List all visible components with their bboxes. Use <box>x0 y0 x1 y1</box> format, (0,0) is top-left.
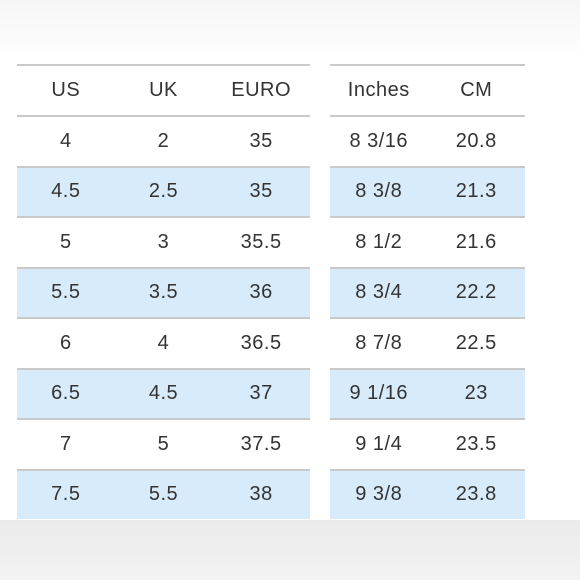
left-cell-euro: 36.5 <box>240 331 282 354</box>
size-table-us-uk-euro: US UK EURO 4 2 35 4.5 2.5 35 5 3 35.5 5.5 3.5 36 6 4 36.5… <box>17 64 310 519</box>
left-cell-euro: 37 <box>249 382 273 405</box>
table-divider <box>17 64 310 66</box>
left-cell-uk: 3 <box>157 230 170 253</box>
left-cell-euro: 36 <box>249 281 273 304</box>
table-divider <box>330 317 525 319</box>
right-cell-cm: 22.5 <box>455 331 497 354</box>
right-header-inches: Inches <box>347 79 410 101</box>
left-cell-us: 7.5 <box>51 483 81 506</box>
table-row: 5 3 35.5 <box>17 218 310 267</box>
left-cell-us: 6 <box>60 331 72 354</box>
left-cell-uk: 2 <box>157 129 170 152</box>
table-divider <box>330 64 525 66</box>
table-row: 9 3/8 23.8 <box>330 470 525 519</box>
table-divider <box>17 418 310 420</box>
right-cell-cm: 21.3 <box>455 180 497 203</box>
table-row: 6 4 36.5 <box>17 319 310 368</box>
table-divider <box>330 468 525 471</box>
left-header-uk: UK <box>149 79 178 101</box>
left-header-euro: EURO <box>231 79 292 101</box>
left-cell-us: 5 <box>60 230 72 253</box>
table-divider <box>17 367 310 370</box>
table-divider <box>17 468 310 471</box>
left-cell-euro: 35 <box>249 180 273 203</box>
table-row: 9 1/4 23.5 <box>330 420 525 469</box>
left-cell-uk: 4 <box>157 331 170 354</box>
right-cell-inches: 8 7/8 <box>355 331 403 354</box>
table-divider <box>17 216 310 218</box>
right-cell-inches: 9 1/16 <box>349 382 409 405</box>
right-cell-inches: 9 3/8 <box>355 483 403 506</box>
table-row: 8 3/16 20.8 <box>330 117 525 166</box>
table-divider <box>330 115 525 117</box>
left-header-us: US <box>51 79 81 101</box>
left-cell-us: 6.5 <box>51 382 81 405</box>
right-cell-cm: 23.5 <box>455 432 497 455</box>
right-cell-inches: 9 1/4 <box>355 432 403 455</box>
table-divider <box>17 115 310 117</box>
table-row: 7.5 5.5 38 <box>17 470 310 519</box>
table-row: 9 1/16 23 <box>330 369 525 418</box>
left-cell-uk: 5 <box>157 432 170 455</box>
table-divider <box>330 367 525 370</box>
table-row: 8 3/8 21.3 <box>330 167 525 216</box>
table-row: 6.5 4.5 37 <box>17 369 310 418</box>
table-row: 4.5 2.5 35 <box>17 167 310 216</box>
left-cell-uk: 2.5 <box>148 180 179 203</box>
right-cell-cm: 23.8 <box>455 483 497 506</box>
right-header-cm: CM <box>460 79 493 101</box>
right-cell-inches: 8 1/2 <box>355 230 403 253</box>
table-row: 8 3/4 22.2 <box>330 268 525 317</box>
right-cell-cm: 22.2 <box>455 281 497 304</box>
size-table-inches-cm: Inches CM 8 3/16 20.8 8 3/8 21.3 8 1/2 21.6 8 3/… <box>330 64 525 519</box>
right-cell-cm: 20.8 <box>455 129 497 152</box>
table-divider <box>17 266 310 269</box>
left-cell-euro: 37.5 <box>240 432 282 455</box>
left-cell-uk: 4.5 <box>148 382 179 405</box>
table-header-row: Inches CM <box>330 66 525 115</box>
bottom-fade <box>0 520 580 580</box>
right-cell-cm: 21.6 <box>455 230 497 253</box>
table-divider <box>330 216 525 218</box>
table-divider <box>17 317 310 319</box>
left-cell-uk: 3.5 <box>148 281 179 304</box>
left-cell-us: 5.5 <box>51 281 81 304</box>
right-cell-inches: 8 3/8 <box>355 180 403 203</box>
left-cell-euro: 38 <box>249 483 273 506</box>
table-row: 5.5 3.5 36 <box>17 268 310 317</box>
right-cell-inches: 8 3/4 <box>355 281 403 304</box>
left-cell-euro: 35 <box>249 129 273 152</box>
table-divider <box>17 165 310 168</box>
table-divider <box>330 266 525 269</box>
right-cell-inches: 8 3/16 <box>349 129 409 152</box>
left-cell-euro: 35.5 <box>240 230 282 253</box>
table-row: 7 5 37.5 <box>17 420 310 469</box>
table-row: 8 7/8 22.5 <box>330 319 525 368</box>
table-divider <box>330 165 525 168</box>
table-divider <box>330 418 525 420</box>
table-row: 4 2 35 <box>17 117 310 166</box>
table-header-row: US UK EURO <box>17 66 310 115</box>
left-cell-uk: 5.5 <box>148 483 179 506</box>
right-cell-cm: 23 <box>464 382 488 405</box>
left-cell-us: 4 <box>60 129 72 152</box>
table-row: 8 1/2 21.6 <box>330 218 525 267</box>
left-cell-us: 4.5 <box>51 180 81 203</box>
left-cell-us: 7 <box>60 432 72 455</box>
